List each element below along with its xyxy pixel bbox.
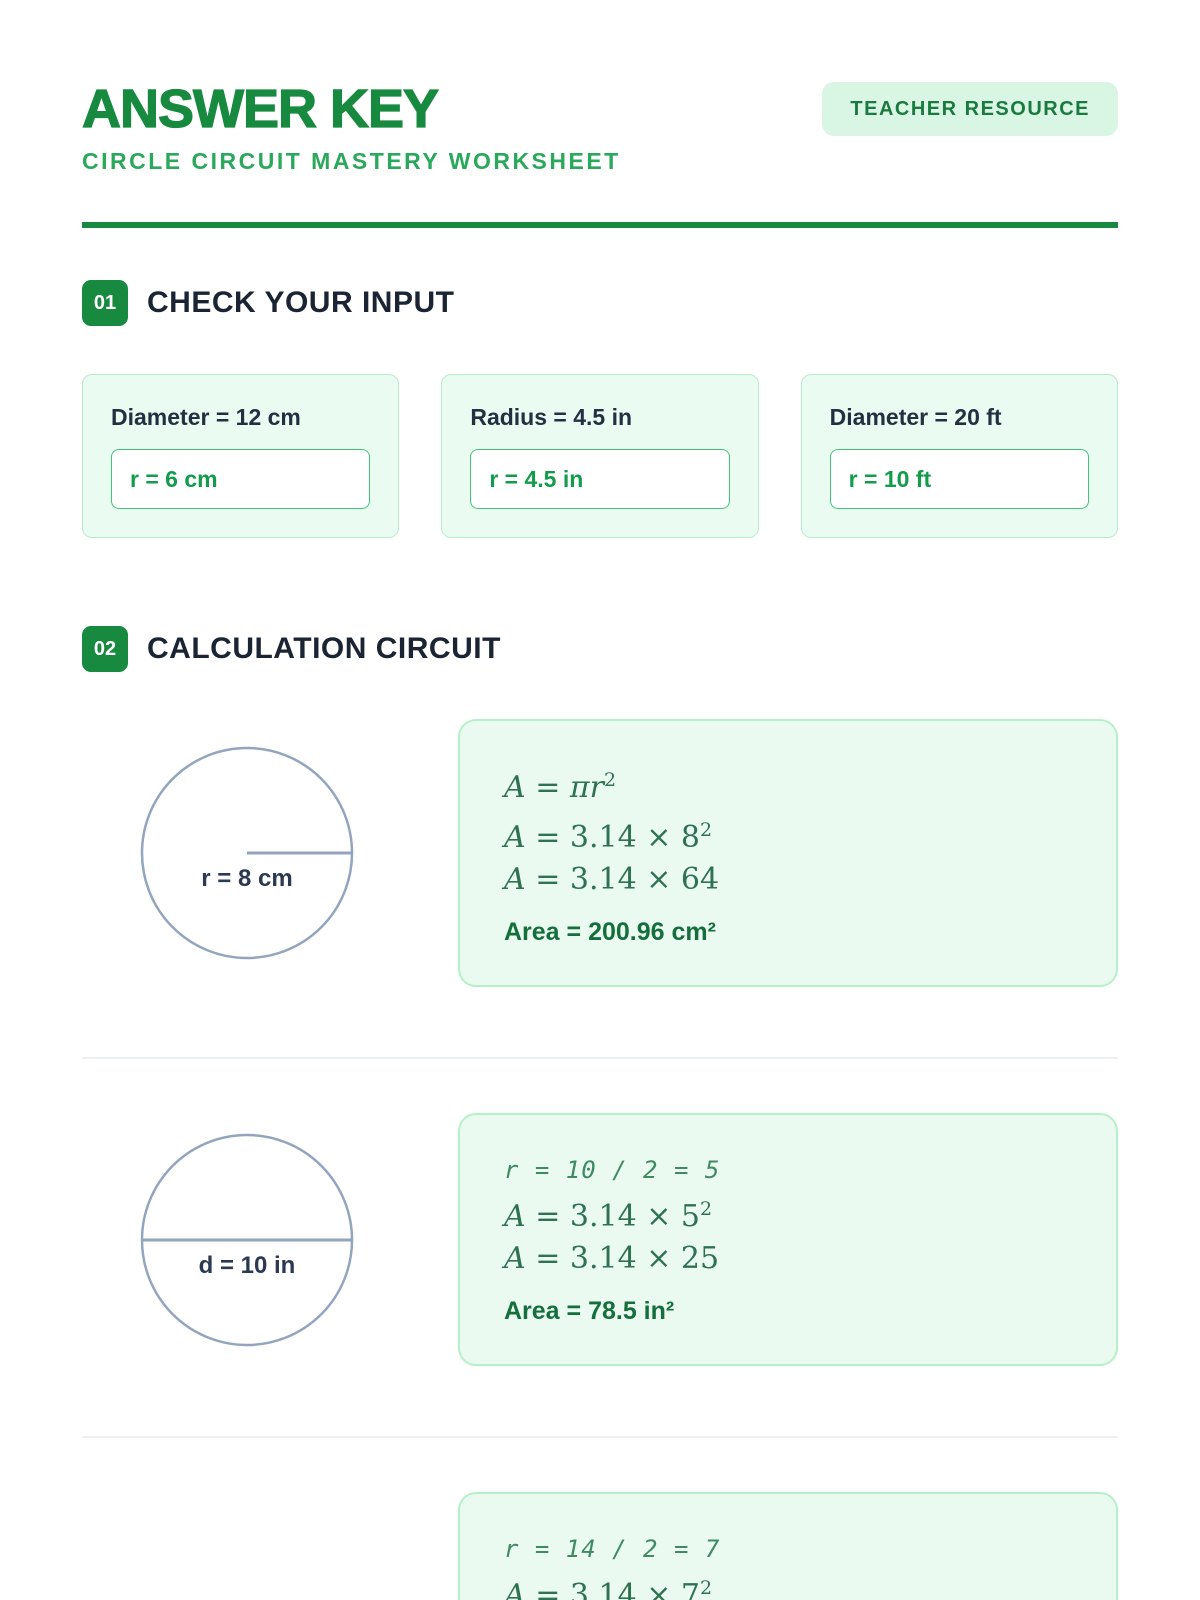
page-header: ANSWER KEY CIRCLE CIRCUIT MASTERY WORKSH…: [81, 79, 1118, 175]
diagram-label: r = 8 cm: [201, 865, 293, 892]
math-step: A = πr2: [504, 769, 617, 805]
problem-row: d = 10 in r = 10 / 2 = 5 A = 3.14 × 52 A…: [82, 1113, 1118, 1366]
input-card: Diameter = 12 cm r = 6 cm: [82, 374, 400, 538]
circle-icon: [140, 746, 354, 960]
input-cards-grid: Diameter = 12 cm r = 6 cm Radius = 4.5 i…: [82, 374, 1118, 538]
solution-box: A = πr2 A = 3.14 × 82 A = 3.14 × 64 Area…: [458, 719, 1118, 987]
radius-step: r = 14 / 2 = 7: [504, 1535, 721, 1563]
problem-row: r = 8 cm A = πr2 A = 3.14 × 82 A = 3.14 …: [82, 719, 1118, 987]
radius-step: r = 10 / 2 = 5: [504, 1156, 721, 1184]
card-answer-field[interactable]: r = 4.5 in: [470, 449, 730, 509]
input-card: Diameter = 20 ft r = 10 ft: [800, 374, 1118, 538]
math-step: A = 3.14 × 72: [504, 1577, 713, 1600]
header-divider: [82, 222, 1118, 228]
circle-radius-diagram: r = 8 cm: [139, 745, 355, 961]
page-title: ANSWER KEY: [81, 79, 439, 139]
section-header-calculation-circuit: 02 CALCULATION CIRCUIT: [82, 626, 1118, 672]
section-title: CALCULATION CIRCUIT: [147, 632, 501, 665]
card-prompt: Diameter = 20 ft: [829, 404, 1002, 430]
math-step: A = 3.14 × 25: [504, 1241, 720, 1276]
diagram-column: r = 8 cm: [82, 719, 412, 987]
math-step: A = 3.14 × 82: [504, 819, 713, 855]
diagram-column: d = 10 in: [82, 1113, 412, 1366]
card-prompt: Radius = 4.5 in: [470, 404, 633, 430]
area-result: Area = 78.5 in²: [504, 1297, 675, 1325]
input-card: Radius = 4.5 in r = 4.5 in: [441, 374, 759, 538]
teacher-resource-badge: TEACHER RESOURCE: [822, 82, 1118, 136]
row-divider: [82, 1436, 1118, 1438]
problem-row: 14-inch Clock r = 14 / 2 = 7 A = 3.14 × …: [82, 1492, 1118, 1600]
card-answer-field[interactable]: r = 6 cm: [111, 449, 371, 509]
math-step: A = 3.14 × 64: [504, 862, 720, 897]
card-prompt: Diameter = 12 cm: [111, 404, 301, 430]
section-number-badge: 01: [82, 280, 128, 326]
math-step: A = 3.14 × 52: [504, 1198, 713, 1234]
title-block: ANSWER KEY CIRCLE CIRCUIT MASTERY WORKSH…: [81, 79, 621, 175]
circle-diameter-diagram: d = 10 in: [139, 1132, 355, 1348]
card-answer-field[interactable]: r = 10 ft: [829, 449, 1089, 509]
solution-box: r = 10 / 2 = 5 A = 3.14 × 52 A = 3.14 × …: [458, 1113, 1118, 1366]
row-divider: [82, 1057, 1118, 1059]
section-title: CHECK YOUR INPUT: [147, 286, 455, 319]
diagram-label: d = 10 in: [198, 1251, 296, 1279]
section-header-check-input: 01 CHECK YOUR INPUT: [82, 280, 1118, 326]
circle-icon: [140, 1133, 354, 1346]
solution-box: r = 14 / 2 = 7 A = 3.14 × 72 A = 3.14 × …: [458, 1492, 1118, 1600]
diagram-column: 14-inch Clock: [82, 1492, 412, 1600]
area-result: Area = 200.96 cm²: [504, 918, 716, 946]
section-number-badge: 02: [82, 626, 128, 672]
page-subtitle: CIRCLE CIRCUIT MASTERY WORKSHEET: [82, 148, 621, 174]
